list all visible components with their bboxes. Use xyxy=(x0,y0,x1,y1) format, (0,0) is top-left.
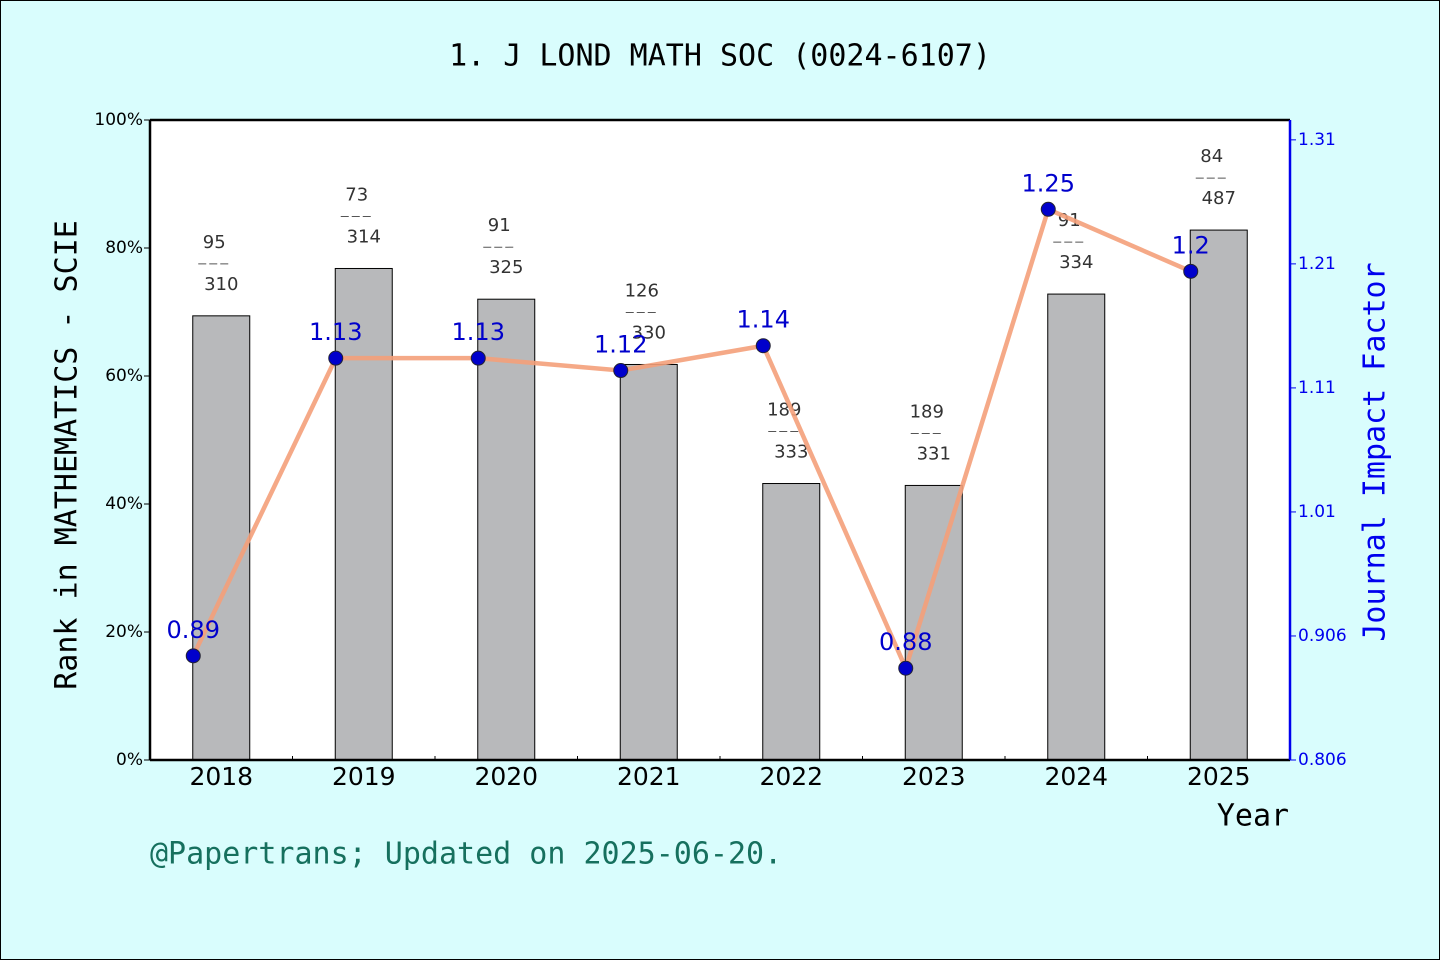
value-label: 0.88 xyxy=(879,628,932,656)
value-label: 1.2 xyxy=(1172,231,1210,259)
point xyxy=(328,350,344,366)
total-label: 487 xyxy=(1202,188,1236,209)
bar xyxy=(762,483,821,761)
value-label: 0.89 xyxy=(167,616,220,644)
rank-label: 73 xyxy=(345,184,368,205)
value-label: 1.25 xyxy=(1022,169,1075,197)
total-label: 334 xyxy=(1059,252,1093,273)
y2-axis-label: Journal Impact Factor xyxy=(1358,262,1393,641)
value-label: 1.13 xyxy=(452,318,505,346)
bar xyxy=(619,363,678,761)
bar xyxy=(1189,229,1248,761)
x-tick-label: 2021 xyxy=(617,762,681,791)
x-tick-label: 2020 xyxy=(474,762,538,791)
bar xyxy=(334,267,393,761)
y-tick-label: 40% xyxy=(105,494,143,514)
line xyxy=(191,206,1192,675)
value-label: 1.12 xyxy=(594,331,647,359)
y2-tick-label: 1.01 xyxy=(1298,502,1336,522)
point xyxy=(1040,201,1056,217)
point xyxy=(470,350,486,366)
total-label: 314 xyxy=(347,226,381,247)
total-label: 310 xyxy=(204,274,238,295)
y-tick-label: 100% xyxy=(94,110,143,130)
rank-label: 189 xyxy=(910,401,944,422)
y-tick-label: 20% xyxy=(105,622,143,642)
x-tick-label: 2019 xyxy=(332,762,396,791)
y-tick-label: 60% xyxy=(105,366,143,386)
bar xyxy=(477,298,536,761)
x-tick-label: 2018 xyxy=(189,762,253,791)
y2-tick-label: 1.31 xyxy=(1298,130,1336,150)
x-tick-label: 2025 xyxy=(1187,762,1251,791)
point xyxy=(185,648,201,664)
bar xyxy=(192,315,251,761)
total-label: 330 xyxy=(632,322,666,343)
footer: @Papertrans; Updated on 2025-06-20. xyxy=(150,837,782,872)
value-label: 1.13 xyxy=(309,318,362,346)
point xyxy=(898,660,914,676)
point xyxy=(613,363,629,379)
total-label: 333 xyxy=(774,442,808,463)
point xyxy=(755,338,771,354)
value-label: 1.14 xyxy=(737,306,790,334)
y-tick-label: 0% xyxy=(116,750,143,770)
y2-tick-label: 0.806 xyxy=(1298,750,1347,770)
chart-title: 1. J LOND MATH SOC (0024-6107) xyxy=(449,39,991,74)
total-label: 331 xyxy=(917,443,951,464)
rank-label: 126 xyxy=(625,280,659,301)
x-tick-label: 2023 xyxy=(902,762,966,791)
rank-label: 91 xyxy=(488,215,511,236)
point xyxy=(1183,263,1199,279)
x-tick-label: 2022 xyxy=(759,762,823,791)
y-tick-label: 80% xyxy=(105,238,143,258)
y2-tick-label: 1.11 xyxy=(1298,378,1336,398)
total-label: 325 xyxy=(489,257,523,278)
rank-label: 95 xyxy=(203,232,226,253)
plot-area xyxy=(150,120,1290,760)
y2-tick-label: 1.21 xyxy=(1298,254,1336,274)
bar xyxy=(1047,293,1106,761)
bar xyxy=(904,484,963,761)
x-tick-label: 2024 xyxy=(1044,762,1108,791)
y2-tick-label: 0.906 xyxy=(1298,626,1347,646)
rank-label: 84 xyxy=(1200,146,1223,167)
x-axis-label: Year xyxy=(1217,799,1289,834)
y-axis-label: Rank in MATHEMATICS - SCIE xyxy=(50,220,85,690)
